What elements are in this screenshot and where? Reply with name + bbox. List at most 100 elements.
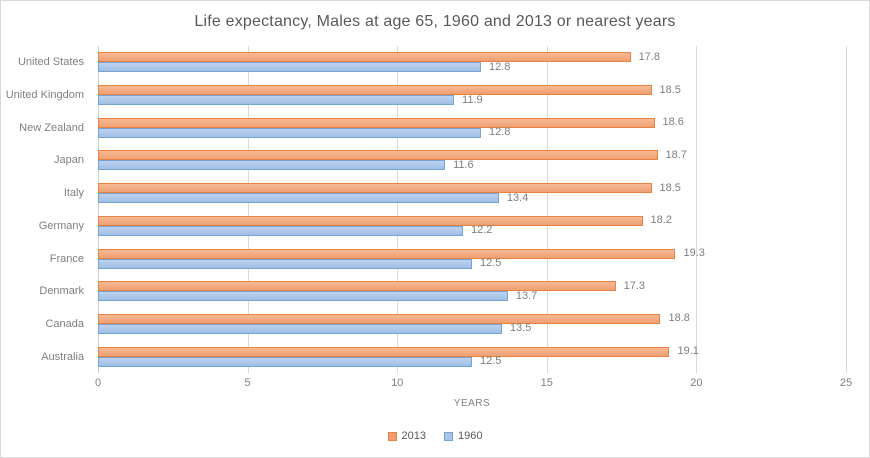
gridline-20	[696, 46, 698, 373]
data-label: 19.3	[683, 247, 705, 260]
tick-label-10: 10	[391, 377, 404, 389]
data-label: 18.6	[662, 116, 684, 129]
data-label: 13.7	[515, 289, 538, 302]
category-label: Denmark	[39, 285, 84, 298]
category-label: Japan	[54, 154, 84, 167]
legend-swatch-1960-icon	[444, 431, 453, 441]
bar-group: 19.3 12.5	[98, 242, 846, 275]
data-label: 19.1	[677, 345, 699, 358]
chart-title: Life expectancy, Males at age 65, 1960 a…	[194, 13, 676, 30]
x-axis-title: YEARS	[453, 398, 491, 409]
data-label: 17.3	[623, 279, 646, 292]
bar-1960-denmark[interactable]	[98, 291, 508, 302]
bar-line: 18.8	[98, 312, 846, 325]
bar-line: 12.2	[98, 224, 846, 237]
bar-1960-canada[interactable]	[98, 323, 502, 334]
bar-2013-japan[interactable]	[98, 150, 658, 161]
category-label: New Zealand	[19, 121, 84, 134]
category-label: United Kingdom	[5, 89, 84, 102]
category-label: France	[49, 252, 84, 265]
data-label: 18.8	[668, 312, 690, 325]
bar-line: 18.5	[98, 83, 846, 96]
bar-line: 17.8	[98, 50, 846, 63]
bar-2013-germany[interactable]	[98, 215, 643, 226]
bar-line: 18.6	[98, 116, 846, 129]
tick-label-25: 25	[839, 377, 853, 389]
bar-group: 17.8 12.8	[98, 46, 846, 79]
gridline-0	[98, 46, 99, 373]
data-label: 11.6	[453, 158, 474, 171]
gridline-15	[546, 46, 548, 373]
legend-label-2013: 2013	[401, 430, 426, 442]
bar-line: 13.4	[98, 191, 846, 204]
data-label: 18.5	[659, 83, 681, 96]
data-label: 17.8	[638, 50, 660, 63]
bar-group: 18.2 12.2	[98, 210, 846, 243]
tick-label-15: 15	[540, 377, 553, 389]
category-label: Italy	[63, 187, 84, 200]
bar-line: 12.5	[98, 257, 846, 270]
bar-line: 19.3	[98, 247, 846, 260]
category-label: Germany	[38, 219, 84, 232]
bar-1960-japan[interactable]	[98, 160, 446, 171]
tick-label-5: 5	[244, 377, 251, 389]
bar-2013-france[interactable]	[98, 248, 676, 259]
bar-1960-united-states[interactable]	[98, 62, 481, 73]
bar-1960-united-kingdom[interactable]	[98, 95, 455, 106]
tick-label-0: 0	[94, 377, 102, 389]
data-label: 11.9	[462, 93, 483, 106]
bar-line: 12.8	[98, 126, 846, 139]
legend-item-1960[interactable]: 1960	[444, 430, 482, 442]
bar-rows: 17.8 12.8 18.5 11.9 18.6 12.8 18.7 11.6 18.5 13.4…	[98, 46, 846, 373]
legend-item-2013[interactable]: 2013	[387, 430, 426, 442]
bar-group: 18.6 12.8	[98, 111, 846, 144]
legend: 2013 1960	[1, 430, 869, 442]
gridline-25	[846, 46, 847, 373]
bar-line: 13.5	[98, 322, 846, 335]
bar-2013-australia[interactable]	[98, 346, 670, 357]
legend-swatch-2013-icon	[387, 431, 397, 441]
category-label: Canada	[45, 317, 84, 330]
data-label: 12.2	[471, 224, 493, 237]
category-label: Australia	[41, 350, 84, 363]
bar-2013-denmark[interactable]	[98, 281, 616, 292]
gridline-10	[397, 46, 399, 373]
data-label: 18.2	[650, 214, 672, 227]
bar-line: 11.6	[98, 158, 846, 171]
bar-1960-italy[interactable]	[98, 193, 499, 204]
bar-2013-new-zealand[interactable]	[98, 117, 655, 128]
bar-group: 18.5 11.9	[98, 79, 846, 112]
data-label: 18.5	[659, 181, 681, 194]
bar-line: 11.9	[98, 93, 846, 106]
bar-2013-united-states[interactable]	[98, 52, 631, 63]
bar-2013-united-kingdom[interactable]	[98, 85, 652, 96]
bar-line: 12.5	[98, 355, 846, 368]
data-label: 13.5	[509, 322, 532, 335]
bar-line: 18.5	[98, 181, 846, 194]
bar-line: 18.2	[98, 214, 846, 227]
bar-1960-germany[interactable]	[98, 225, 464, 236]
bar-line: 13.7	[98, 289, 846, 302]
bar-line: 19.1	[98, 345, 846, 358]
data-label: 18.7	[665, 148, 687, 161]
bar-group: 17.3 13.7	[98, 275, 846, 308]
data-label: 12.5	[480, 257, 502, 270]
x-axis-tick-labels: 0 5 10 15 20 25	[94, 377, 852, 391]
data-label: 12.5	[480, 355, 502, 368]
bar-2013-italy[interactable]	[98, 183, 652, 194]
bar-1960-new-zealand[interactable]	[98, 127, 481, 138]
bar-line: 18.7	[98, 148, 846, 161]
data-label: 13.4	[506, 191, 529, 204]
category-label: United States	[17, 56, 84, 69]
bar-line: 17.3	[98, 279, 846, 292]
gridline-5	[247, 46, 249, 373]
tick-label-20: 20	[690, 377, 703, 389]
y-axis-category-labels: United States United Kingdom New Zealand Ja…	[1, 46, 91, 373]
bar-1960-australia[interactable]	[98, 356, 472, 367]
bar-1960-france[interactable]	[98, 258, 472, 269]
bar-2013-canada[interactable]	[98, 313, 661, 324]
bar-line: 12.8	[98, 61, 846, 73]
bar-group: 18.5 13.4	[98, 177, 846, 210]
data-label: 12.8	[488, 126, 511, 139]
